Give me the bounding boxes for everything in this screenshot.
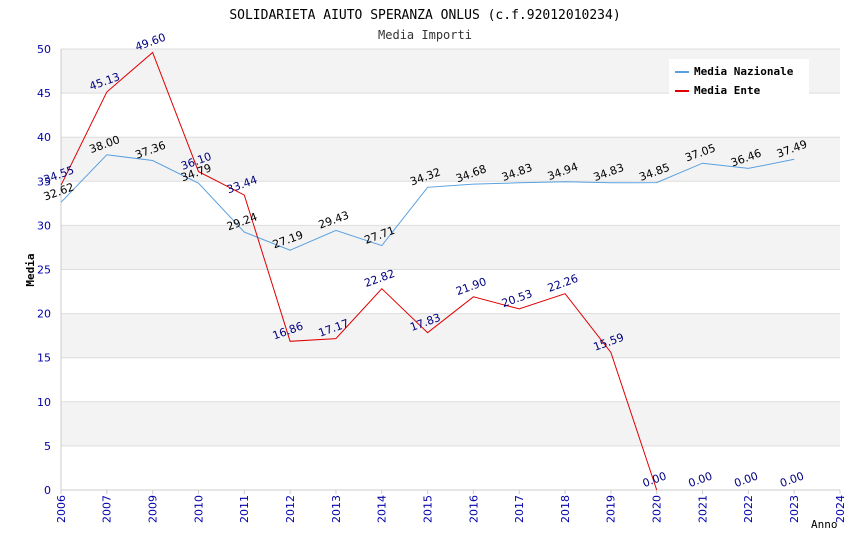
x-tick-label: 2012 xyxy=(284,495,297,523)
y-tick-label: 50 xyxy=(37,43,51,56)
legend: Media Nazionale Media Ente xyxy=(669,59,809,99)
x-tick-label: 2022 xyxy=(742,495,755,523)
chart-title: SOLIDARIETA AIUTO SPERANZA ONLUS (c.f.92… xyxy=(229,8,620,23)
x-tick-label: 2020 xyxy=(651,495,664,523)
y-tick-label: 40 xyxy=(37,131,51,144)
plot-band xyxy=(61,225,840,270)
x-tick-label: 2009 xyxy=(146,495,159,523)
plot-band xyxy=(61,401,840,446)
x-tick-label: 2014 xyxy=(376,495,389,523)
series-line-media-nazionale xyxy=(60,154,795,251)
x-tick-label: 2010 xyxy=(192,495,205,523)
series-line-media-ente xyxy=(60,51,658,491)
x-tick-label: 2011 xyxy=(238,495,251,523)
plot-band xyxy=(61,93,840,138)
x-axis-label: Anno xyxy=(811,518,838,531)
y-tick-label: 35 xyxy=(37,175,51,188)
legend-entry-media-ente: Media Ente xyxy=(694,84,761,97)
x-tick-label: 2006 xyxy=(55,495,68,523)
plot-band xyxy=(61,357,840,402)
y-tick-label: 5 xyxy=(44,440,51,453)
x-tick-label: 2021 xyxy=(696,495,709,523)
x-tick-label: 2023 xyxy=(788,495,801,523)
y-tick-label: 10 xyxy=(37,396,51,409)
x-tick-label: 2013 xyxy=(330,495,343,523)
x-tick-label: 2018 xyxy=(559,495,572,523)
plot-band xyxy=(61,181,840,226)
x-tick-label: 2017 xyxy=(513,495,526,523)
x-tick-label: 2019 xyxy=(605,495,618,523)
x-tick-label: 2024 xyxy=(834,495,847,523)
plot-band xyxy=(61,313,840,358)
y-tick-label: 30 xyxy=(37,219,51,232)
legend-entry-media-nazionale: Media Nazionale xyxy=(694,65,794,78)
y-tick-label: 45 xyxy=(37,87,51,100)
x-tick-label: 2016 xyxy=(467,495,480,523)
plot-band xyxy=(61,445,840,490)
legend-box xyxy=(669,59,809,99)
plot-band xyxy=(61,269,840,314)
chart-subtitle: Media Importi xyxy=(378,28,472,42)
y-axis-label: Media xyxy=(24,253,37,286)
plot-background xyxy=(61,48,840,491)
y-tick-label: 0 xyxy=(44,484,51,497)
series-lines xyxy=(60,51,795,491)
y-tick-label: 20 xyxy=(37,308,51,321)
plot-band xyxy=(61,137,840,182)
y-tick-label: 25 xyxy=(37,264,51,277)
x-tick-label: 2007 xyxy=(101,495,114,523)
x-tick-label: 2015 xyxy=(421,495,434,523)
axes: 0 5 10 15 20 25 30 35 40 45 50 2006 2007 2009 2010 2011… xyxy=(37,43,847,523)
y-tick-label: 15 xyxy=(37,352,51,365)
